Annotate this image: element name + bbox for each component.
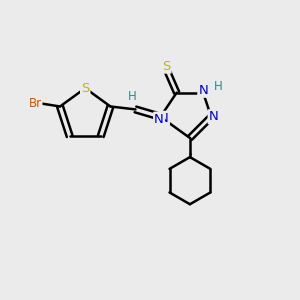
- Text: N: N: [159, 112, 169, 125]
- Text: N: N: [198, 84, 208, 97]
- Text: N: N: [208, 110, 218, 123]
- Text: H: H: [214, 80, 222, 93]
- Text: Br: Br: [28, 97, 42, 110]
- Text: N: N: [154, 112, 164, 126]
- Text: S: S: [162, 60, 171, 73]
- Text: H: H: [128, 90, 137, 103]
- Text: S: S: [81, 82, 89, 95]
